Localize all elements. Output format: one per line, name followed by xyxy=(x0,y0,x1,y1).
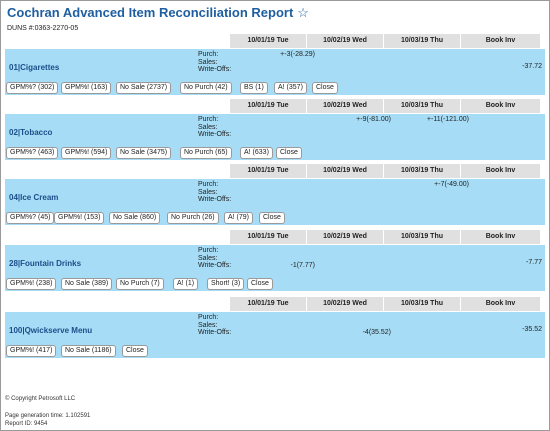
purch-value: +-9(-81.00) xyxy=(356,116,391,123)
filter-gpm-302-button[interactable]: GPM%? (302) xyxy=(6,82,59,94)
filter-gpm-238-button[interactable]: GPM%! (238) xyxy=(6,278,57,290)
generation-time: Page generation time: 1.102591 xyxy=(5,413,91,419)
category-name: 01|Cigarettes xyxy=(9,63,60,72)
filter-a-1-button[interactable]: A! (1) xyxy=(173,278,199,290)
column-header-book-inv: Book Inv xyxy=(461,34,540,48)
filter-no-sale-3475-button[interactable]: No Sale (3475) xyxy=(116,147,172,159)
column-header-date: 10/01/19 Tue xyxy=(230,164,306,178)
category-name: 100|Qwickserve Menu xyxy=(9,326,93,335)
filter-no-purch-65-button[interactable]: No Purch (65) xyxy=(180,147,232,159)
row-label: Sales: xyxy=(198,321,218,329)
category-name: 28|Fountain Drinks xyxy=(9,259,82,268)
column-header-date: 10/02/19 Wed xyxy=(307,297,383,311)
row-label: Write-Offs: xyxy=(198,131,232,138)
row-label: Purch: xyxy=(198,116,219,123)
row-label: Sales: xyxy=(198,123,218,131)
column-header-date: 10/02/19 Wed xyxy=(307,164,383,178)
close-button[interactable]: Close xyxy=(312,82,338,94)
filter-gpm-594-button[interactable]: GPM%! (594) xyxy=(61,147,112,159)
row-label: Purch: xyxy=(198,314,219,321)
filter-no-sale-389-button[interactable]: No Sale (389) xyxy=(61,278,113,290)
filter-a-633-button[interactable]: A! (633) xyxy=(240,147,273,159)
filter-gpm-417-button[interactable]: GPM%! (417) xyxy=(6,345,57,357)
close-button[interactable]: Close xyxy=(276,147,302,159)
filter-gpm-463-button[interactable]: GPM%? (463) xyxy=(6,147,59,159)
copyright-text: © Copyright Petrosoft LLC xyxy=(5,396,76,402)
filter-a-357-button[interactable]: A! (357) xyxy=(274,82,307,94)
column-header-date: 10/03/19 Thu xyxy=(384,164,460,178)
purch-value: +-7(-49.00) xyxy=(434,181,469,188)
filter-no-purch-7-button[interactable]: No Purch (7) xyxy=(116,278,164,290)
column-header-book-inv: Book Inv xyxy=(461,164,540,178)
row-label: Sales: xyxy=(198,254,218,262)
row-label: Purch: xyxy=(198,247,219,254)
book-inv-value: -35.52 xyxy=(522,326,542,333)
filter-gpm-45-button[interactable]: GPM%? (45) xyxy=(6,212,55,224)
column-header-date: 10/01/19 Tue xyxy=(230,34,306,48)
column-header-book-inv: Book Inv xyxy=(461,230,540,244)
book-inv-value: -37.72 xyxy=(522,63,542,70)
column-header-date: 10/03/19 Thu xyxy=(384,34,460,48)
close-button[interactable]: Close xyxy=(247,278,273,290)
column-header-book-inv: Book Inv xyxy=(461,297,540,311)
column-header-date: 10/02/19 Wed xyxy=(307,99,383,113)
duns-number: DUNS #:0363-2270-05 xyxy=(7,25,79,32)
column-header-date: 10/03/19 Thu xyxy=(384,230,460,244)
filter-gpm-153-button[interactable]: GPM%! (153) xyxy=(54,212,105,224)
row-label: Write-Offs: xyxy=(198,66,232,73)
column-header-book-inv: Book Inv xyxy=(461,99,540,113)
purch-value: +-11(-121.00) xyxy=(426,116,469,123)
writeoff-value: -4(35.52) xyxy=(362,329,391,336)
row-label: Write-Offs: xyxy=(198,329,232,336)
filter-no-purch-42-button[interactable]: No Purch (42) xyxy=(180,82,232,94)
filter-short-3-button[interactable]: Short! (3) xyxy=(207,278,245,290)
filter-a-79-button[interactable]: A! (79) xyxy=(224,212,254,224)
row-label: Write-Offs: xyxy=(198,196,232,203)
purch-value: +-3(-28.29) xyxy=(280,51,315,58)
column-header-date: 10/03/19 Thu xyxy=(384,297,460,311)
book-inv-value: -7.77 xyxy=(526,259,542,266)
category-name: 02|Tobacco xyxy=(9,128,53,137)
page-title: Cochran Advanced Item Reconciliation Rep… xyxy=(7,5,309,21)
column-header-date: 10/01/19 Tue xyxy=(230,297,306,311)
column-header-date: 10/02/19 Wed xyxy=(307,230,383,244)
column-header-date: 10/03/19 Thu xyxy=(384,99,460,113)
row-label: Write-Offs: xyxy=(198,262,232,269)
filter-no-sale-1186-button[interactable]: No Sale (1186) xyxy=(61,345,116,357)
filter-gpm-163-button[interactable]: GPM%! (163) xyxy=(61,82,112,94)
writeoff-value: -1(7.77) xyxy=(290,262,315,269)
filter-no-sale-2737-button[interactable]: No Sale (2737) xyxy=(116,82,172,94)
row-label: Sales: xyxy=(198,58,218,66)
column-header-date: 10/01/19 Tue xyxy=(230,99,306,113)
filter-bs-1-button[interactable]: BS (1) xyxy=(240,82,268,94)
close-button[interactable]: Close xyxy=(122,345,148,357)
favorite-star-icon[interactable]: ☆ xyxy=(297,5,309,20)
column-header-date: 10/02/19 Wed xyxy=(307,34,383,48)
row-label: Purch: xyxy=(198,51,219,58)
category-name: 04|Ice Cream xyxy=(9,193,59,202)
page-title-text: Cochran Advanced Item Reconciliation Rep… xyxy=(7,5,294,20)
column-header-date: 10/01/19 Tue xyxy=(230,230,306,244)
row-label: Sales: xyxy=(198,188,218,196)
filter-no-purch-26-button[interactable]: No Purch (26) xyxy=(167,212,219,224)
report-id: Report ID: 9454 xyxy=(5,421,48,427)
row-label: Purch: xyxy=(198,181,219,188)
close-button[interactable]: Close xyxy=(259,212,285,224)
filter-no-sale-860-button[interactable]: No Sale (860) xyxy=(109,212,161,224)
